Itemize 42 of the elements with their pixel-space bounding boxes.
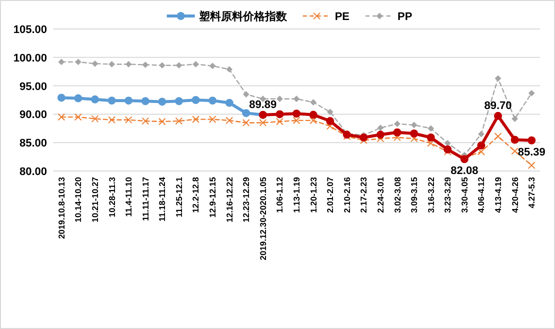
x-tick-label: 2.10-2.16 xyxy=(342,176,352,213)
x-tick-label: 12.16-12.22 xyxy=(224,176,234,222)
x-tick-label: 3.09-3.15 xyxy=(409,176,420,213)
y-tick-label: 80.00 xyxy=(19,166,47,178)
y-tick-label: 90.00 xyxy=(19,109,47,122)
x-tick-label: 2019.12.30-2020.1.05 xyxy=(258,176,268,260)
x-tick-label: 2.01-2.07 xyxy=(325,176,336,213)
x-tick-label: 11.25-12.1 xyxy=(174,176,184,218)
x-tick-label: 11.4-11.10 xyxy=(124,176,134,217)
legend-label: PP xyxy=(398,11,412,23)
y-tick-label: 95.00 xyxy=(19,80,47,93)
x-tick-label: 10.28-11.3 xyxy=(106,176,117,218)
x-tick-label: 3.16-3.22 xyxy=(426,176,436,213)
y-tick-label: 105.00 xyxy=(13,24,47,36)
x-tick-label: 1.20-1.23 xyxy=(308,176,318,213)
y-tick-label: 85.00 xyxy=(19,138,47,150)
data-label: 82.08 xyxy=(450,165,478,178)
x-tick-label: 12.9-12.15 xyxy=(208,176,218,218)
x-tick-label: 4.13-4.19 xyxy=(493,176,504,213)
x-tick-label: 3.02-3.08 xyxy=(392,176,402,213)
legend-label: PE xyxy=(334,11,350,23)
legend-label: 塑料原料价格指数 xyxy=(198,10,288,23)
x-tick-label: 10.21-10.27 xyxy=(90,176,100,222)
data-label: 89.70 xyxy=(484,100,512,112)
x-tick-label: 1.06-1.12 xyxy=(274,176,285,213)
x-tick-label: 11.11-11.17 xyxy=(140,176,150,221)
x-tick-label: 4.27-5.3 xyxy=(526,176,537,208)
x-tick-label: 1.13-1.19 xyxy=(292,176,302,213)
x-tick-label: 2.17-2.23 xyxy=(358,176,369,213)
data-label: 85.39 xyxy=(518,146,546,158)
x-tick-label: 11.18-11.24 xyxy=(157,176,168,222)
x-tick-label: 2.24-3.01 xyxy=(375,176,386,213)
data-label: 89.89 xyxy=(249,98,277,111)
y-tick-label: 100.00 xyxy=(13,52,47,64)
x-tick-label: 4.06-4.12 xyxy=(476,176,486,213)
x-tick-label: 3.30-4.05 xyxy=(459,176,470,213)
x-tick-label: 4.20-4.26 xyxy=(510,176,520,213)
x-tick-label: 10.14-10.20 xyxy=(73,176,84,222)
x-tick-label: 12.2-12.8 xyxy=(190,176,201,213)
x-tick-label: 2019.10.8-10.13 xyxy=(56,176,66,239)
x-tick-label: 3.23-3.29 xyxy=(442,176,453,213)
x-tick-label: 12.23-12.29 xyxy=(241,176,252,222)
